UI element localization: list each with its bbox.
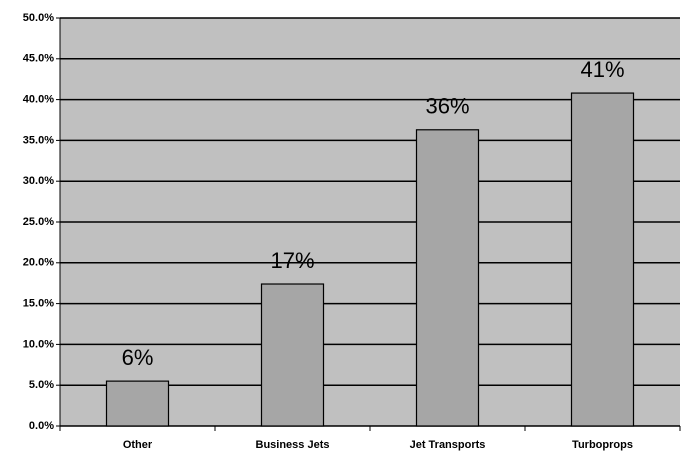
y-tick-label: 30.0% [23,175,54,187]
y-tick-label: 35.0% [23,134,54,146]
y-tick-label: 0.0% [29,420,54,432]
x-tick-label: Turboprops [572,439,633,451]
value-label: 17% [270,248,314,273]
bar [260,283,325,427]
y-tick-label: 10.0% [23,338,54,350]
value-label: 36% [425,94,469,119]
x-tick-label: Business Jets [256,439,330,451]
bar [415,129,480,427]
x-tick-label: Jet Transports [410,439,486,451]
value-label: 6% [122,345,154,370]
y-tick-label: 15.0% [23,298,54,310]
x-tick-label: Other [123,439,153,451]
y-tick-label: 20.0% [23,257,54,269]
y-tick-label: 40.0% [23,94,54,106]
y-tick-label: 25.0% [23,216,54,228]
y-tick-label: 45.0% [23,53,54,65]
bar [105,380,170,427]
bar [570,92,635,427]
y-tick-label: 5.0% [29,379,54,391]
value-label: 41% [580,57,624,82]
y-tick-label: 50.0% [23,12,54,24]
